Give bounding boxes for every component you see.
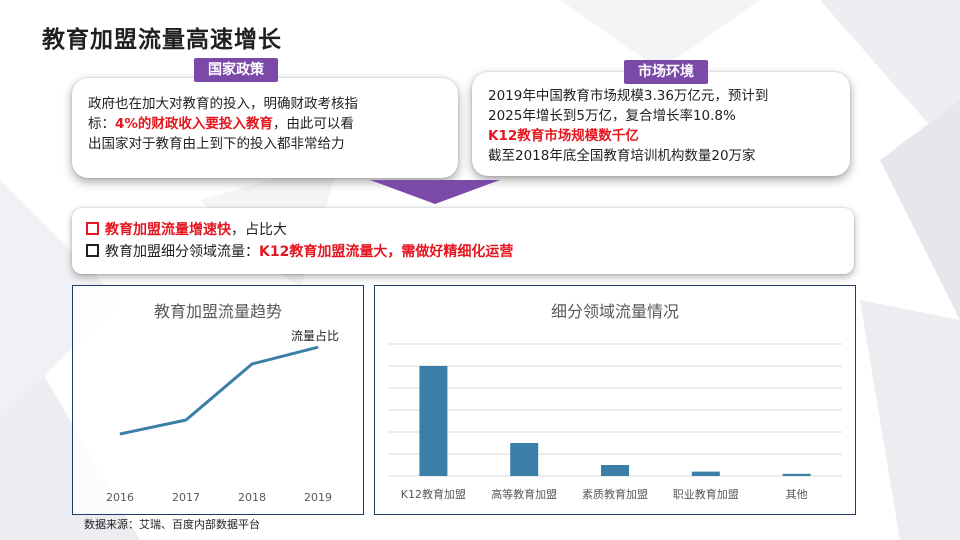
series-line [119,345,319,436]
summary-bullet-2: 教育加盟细分领域流量：K12教育加盟流量大，需做好精细化运营 [86,242,513,262]
data-point [317,346,319,348]
market-line-1: 2019年中国教育市场规模3.36万亿元，预计到 [488,88,769,104]
summary-box: 教育加盟流量增速快，占比大 教育加盟细分领域流量：K12教育加盟流量大，需做好精… [72,208,854,274]
data-source-note: 数据来源：艾瑞、百度内部数据平台 [84,518,260,531]
policy-line-2: 标：4%的财政收入要投入教育，由此可以看 [88,114,444,134]
chart-title: 细分领域流量情况 [551,302,679,321]
checkbox-icon [86,222,99,235]
segment-chart-panel: 细分领域流量情况 K12教育加盟 高等教育加盟 素质教育加盟 职业教育加盟 其他 [374,285,856,515]
market-card: 2019年中国教育市场规模3.36万亿元，预计到 2025年增长到5万亿，复合增… [472,72,850,176]
data-point [119,433,121,435]
summary-bullet-2-highlight: K12教育加盟流量大，需做好精细化运营 [259,244,514,260]
policy-highlight: 4%的财政收入要投入教育 [115,116,273,132]
summary-bullet-1-highlight: 教育加盟流量增速快 [105,222,231,238]
series-label: 流量占比 [291,328,339,343]
x-tick-label: 职业教育加盟 [673,487,739,501]
policy-line-3: 出国家对于教育由上到下的投入都非常给力 [88,136,345,152]
market-text: 2019年中国教育市场规模3.36万亿元，预计到 2025年增长到5万亿，复合增… [488,86,840,166]
market-line-2: 2025年增长到5万亿，复合增长率10.8% [488,108,736,124]
segment-bar-chart: 细分领域流量情况 K12教育加盟 高等教育加盟 素质教育加盟 职业教育加盟 其他 [388,302,842,501]
policy-card: 政府也在加大对教育的投入，明确财政考核指 标：4%的财政收入要投入教育，由此可以… [72,78,458,178]
down-arrow-icon [370,180,500,210]
x-tick-label: 高等教育加盟 [491,487,557,501]
summary-bullet-1: 教育加盟流量增速快，占比大 [86,220,287,240]
policy-text: 政府也在加大对教育的投入，明确财政考核指 标：4%的财政收入要投入教育，由此可以… [88,94,444,154]
bar [510,443,539,476]
bar [782,473,811,476]
data-point [185,419,187,421]
summary-bullet-2-pre: 教育加盟细分领域流量： [105,244,259,260]
market-highlight: K12教育市场规模数千亿 [488,128,639,144]
x-tick-label: 2016 [106,491,134,504]
x-tick-label: 其他 [786,488,808,501]
data-point [251,363,253,365]
x-tick-label: 2018 [238,491,266,504]
x-tick-label: 素质教育加盟 [582,487,648,501]
policy-line-2-post: ，由此可以看 [272,116,354,132]
x-tick-label: K12教育加盟 [401,487,466,501]
bar [691,471,720,476]
page-title: 教育加盟流量高速增长 [42,27,282,53]
policy-tag: 国家政策 [194,58,278,82]
x-tick-label: 2019 [304,491,332,504]
policy-line-1: 政府也在加大对教育的投入，明确财政考核指 [88,96,358,112]
market-line-4: 截至2018年底全国教育培训机构数量20万家 [488,148,756,164]
bar [419,366,448,476]
chart-title: 教育加盟流量趋势 [154,302,282,321]
market-tag: 市场环境 [624,60,708,84]
bar [601,465,629,476]
trend-chart-panel: 教育加盟流量趋势 流量占比 2016 2017 2018 2019 [72,285,364,515]
policy-line-2-pre: 标： [88,116,115,132]
summary-bullet-1-rest: ，占比大 [231,222,287,238]
checkbox-icon [86,244,99,257]
x-tick-label: 2017 [172,491,200,504]
